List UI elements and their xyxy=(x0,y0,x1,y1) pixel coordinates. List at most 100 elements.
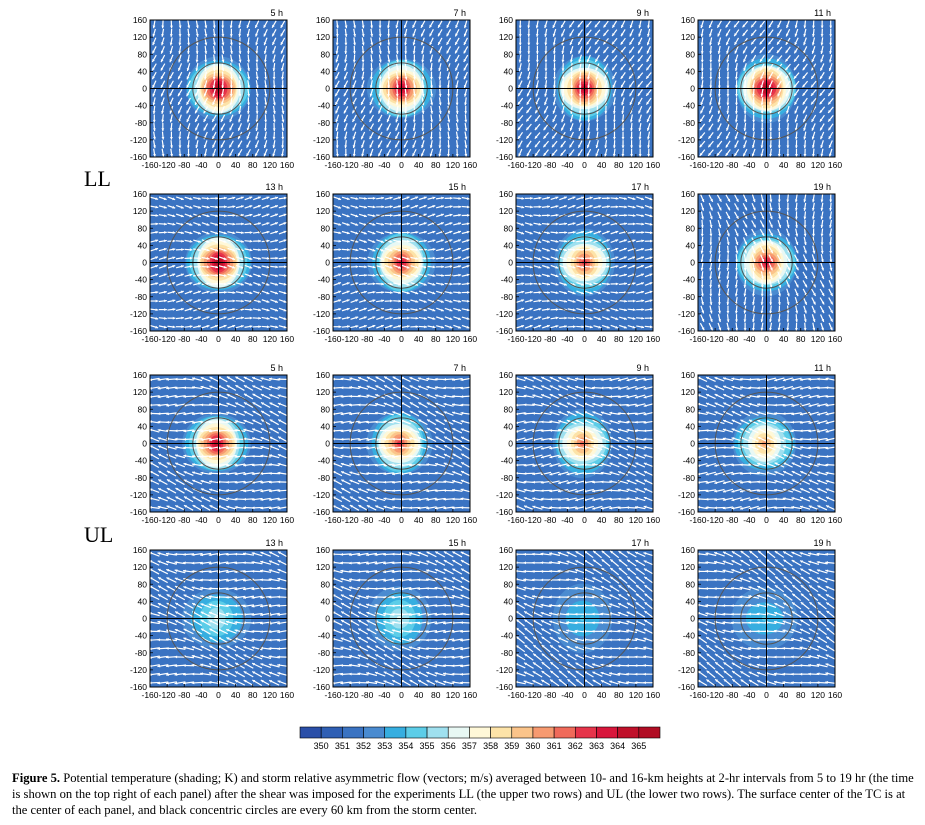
y-tick-label: 80 xyxy=(138,223,148,233)
flow-vector-head xyxy=(646,58,650,62)
flow-vector-head xyxy=(251,472,255,476)
flow-vector-head xyxy=(777,327,781,331)
flow-vector-head xyxy=(157,395,161,399)
flow-vector-head xyxy=(606,213,610,217)
flow-vector-head xyxy=(530,273,533,277)
flow-vector-head xyxy=(561,110,565,114)
flow-vector-head xyxy=(604,128,608,132)
flow-vector-head xyxy=(572,283,576,286)
flow-vector-head xyxy=(589,308,593,312)
y-tick-label: 80 xyxy=(321,223,331,233)
flow-vector-head xyxy=(611,58,615,62)
flow-vector-head xyxy=(795,154,798,157)
flow-vector-head xyxy=(335,51,339,54)
flow-vector-head xyxy=(447,102,451,106)
flow-vector-head xyxy=(404,127,407,131)
flow-vector-head xyxy=(578,136,582,140)
flow-vector-head xyxy=(546,274,550,278)
flow-vector-head xyxy=(607,196,610,200)
flow-vector-head xyxy=(247,68,251,72)
flow-vector-head xyxy=(572,239,576,243)
flow-vector-head xyxy=(606,239,610,242)
flow-vector-head xyxy=(768,58,772,62)
flow-vector-head xyxy=(612,67,615,71)
flow-vector-head xyxy=(234,505,238,509)
x-tick-label: 40 xyxy=(231,160,241,170)
flow-vector-head xyxy=(581,256,585,260)
flow-vector-head xyxy=(458,230,461,234)
flow-vector-head xyxy=(768,24,772,28)
flow-vector-head xyxy=(234,446,238,450)
flow-vector-head xyxy=(589,282,593,286)
flow-vector-head xyxy=(630,136,633,140)
flow-vector-head xyxy=(569,59,573,63)
x-tick-label: 40 xyxy=(597,160,607,170)
flow-vector-head xyxy=(215,265,219,269)
flow-vector-head xyxy=(229,102,233,106)
flow-vector-head xyxy=(581,274,585,278)
flow-vector-head xyxy=(272,119,276,123)
flow-vector-head xyxy=(221,42,225,46)
flow-vector-head xyxy=(458,222,462,226)
flow-vector-head xyxy=(794,199,798,203)
flow-vector-head xyxy=(172,222,176,226)
flow-vector-head xyxy=(243,489,247,493)
flow-vector-head xyxy=(611,50,615,54)
flow-vector-head xyxy=(343,110,347,114)
flow-vector-head xyxy=(587,128,591,131)
flow-vector-head xyxy=(589,239,593,243)
flow-vector-head xyxy=(212,59,216,63)
flow-vector-head xyxy=(404,93,408,97)
flow-vector-head xyxy=(751,85,755,89)
flow-vector-head xyxy=(344,59,348,63)
flow-vector-head xyxy=(432,205,436,208)
flow-vector-head xyxy=(795,284,799,288)
flow-vector-head xyxy=(264,102,268,106)
flow-vector-head xyxy=(463,25,467,29)
flow-vector-head xyxy=(743,136,747,140)
flow-vector-head xyxy=(623,247,627,251)
flow-vector-head xyxy=(275,325,279,329)
flow-vector-head xyxy=(163,197,167,201)
flow-vector-head xyxy=(203,118,207,122)
flow-vector-head xyxy=(272,136,276,140)
flow-vector-head xyxy=(204,68,208,72)
flow-vector-head xyxy=(464,119,468,123)
flow-vector-head xyxy=(521,248,525,252)
flow-vector-head xyxy=(191,454,195,458)
flow-vector-head xyxy=(281,136,285,140)
flow-vector-head xyxy=(226,393,230,397)
flow-vector-head xyxy=(803,225,807,228)
flow-vector-head xyxy=(363,324,367,328)
flow-vector-head xyxy=(272,42,275,46)
flow-vector-head xyxy=(389,222,393,226)
flow-vector-head xyxy=(458,196,462,200)
flow-vector-head xyxy=(370,25,374,29)
flow-vector-head xyxy=(759,41,763,45)
flow-vector-head xyxy=(212,85,216,89)
flow-vector-head xyxy=(606,230,610,234)
flow-vector-head xyxy=(700,51,704,54)
flow-vector-head xyxy=(587,76,590,80)
flow-vector-head xyxy=(521,299,525,302)
flow-vector-head xyxy=(802,84,806,88)
flow-vector-head xyxy=(786,119,790,123)
flow-vector-head xyxy=(581,248,585,252)
y-tick-label: -160 xyxy=(130,326,147,336)
flow-vector-head xyxy=(203,110,207,114)
flow-vector-head xyxy=(204,51,208,54)
flow-vector-head xyxy=(272,128,276,132)
y-tick-label: -40 xyxy=(683,275,696,285)
flow-vector-head xyxy=(615,239,619,242)
flow-vector-head xyxy=(155,205,159,209)
x-tick-label: -80 xyxy=(544,334,557,344)
y-tick-label: 40 xyxy=(504,66,514,76)
flow-vector-head xyxy=(178,25,182,29)
flow-vector-head xyxy=(275,239,279,243)
flow-vector-head xyxy=(352,68,356,72)
flow-vector-head xyxy=(595,111,599,114)
x-tick-label: -160 xyxy=(507,160,524,170)
flow-vector-head xyxy=(284,265,287,269)
flow-vector-head xyxy=(630,145,634,149)
flow-vector-head xyxy=(240,257,244,261)
